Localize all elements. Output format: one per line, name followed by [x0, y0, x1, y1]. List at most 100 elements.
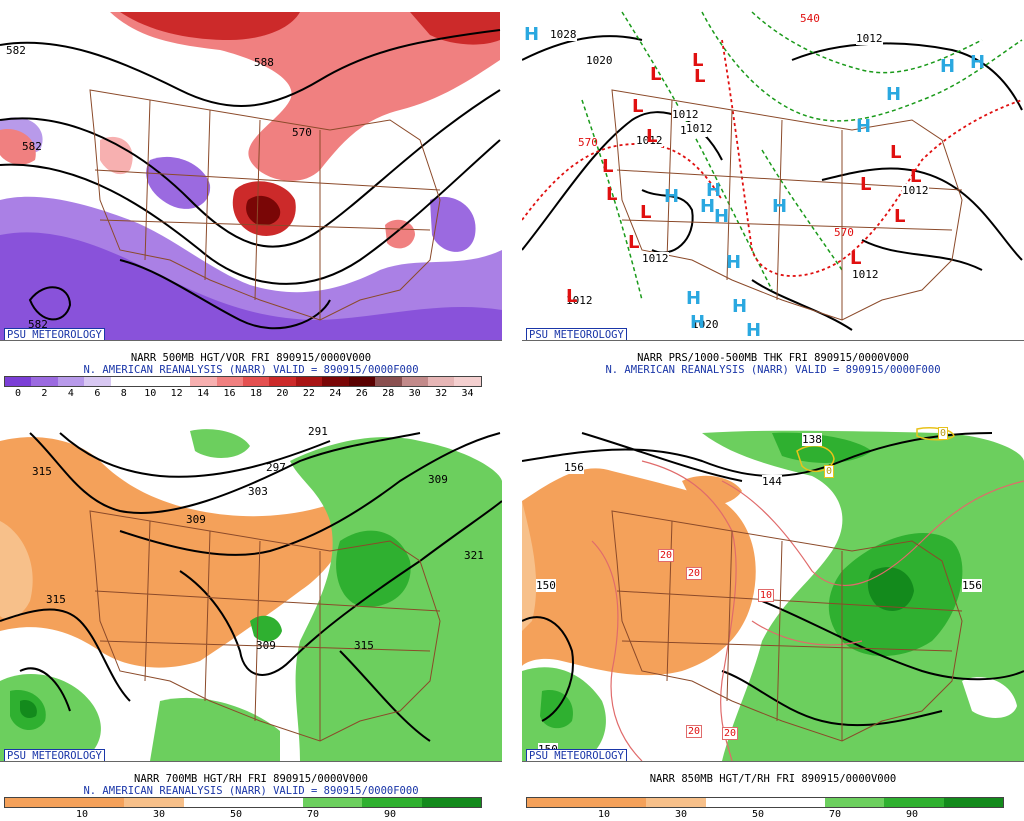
map-850mb: 156 150 150 144 138 156 20 20 10 20 20 0… — [522, 421, 1024, 762]
high-pressure-symbol: H — [686, 288, 702, 309]
colorbar-swatch — [216, 377, 243, 386]
contour-label: 20 — [658, 549, 675, 562]
contour-label: 20 — [686, 567, 703, 580]
high-pressure-symbol: H — [690, 312, 706, 333]
colorbar-swatch — [84, 377, 111, 386]
high-pressure-symbol: H — [700, 196, 716, 217]
contour-label: 0 — [824, 465, 835, 478]
high-pressure-symbol: H — [524, 24, 540, 45]
contour-label: 1028 — [550, 28, 577, 41]
high-pressure-symbol: H — [772, 196, 788, 217]
map-title: NARR 700MB HGT/RH FRI 890915/0000V000 — [134, 773, 368, 785]
colorbar-tick-label: 20 — [276, 388, 289, 399]
low-pressure-symbol: L — [628, 232, 640, 253]
colorbar-swatch — [57, 377, 85, 386]
colorbar-tick-label: 34 — [461, 388, 474, 399]
colorbar-swatch — [322, 377, 349, 386]
contour-label: 144 — [762, 475, 782, 488]
contour-label: 570 — [292, 126, 312, 139]
colorbar-swatch — [5, 377, 32, 386]
contour-label: 0 — [938, 427, 949, 440]
contour-label: 582 — [6, 44, 26, 57]
low-pressure-symbol: L — [890, 142, 902, 163]
high-pressure-symbol: H — [970, 52, 986, 73]
contour-label: 309 — [428, 473, 448, 486]
colorbar-swatch — [824, 798, 884, 807]
colorbar-swatch — [646, 798, 706, 807]
contour-label: 1012 — [686, 122, 713, 135]
low-pressure-symbol: L — [894, 206, 906, 227]
contour-label: 309 — [186, 513, 206, 526]
map-500mb: 582 588 570 582 582 PSU METEOROLOGY — [0, 0, 502, 341]
colorbar-tick-label: 14 — [197, 388, 210, 399]
map-thk-svg — [522, 0, 1024, 340]
colorbar-tick-label: 4 — [67, 388, 74, 399]
colorbar-swatch — [243, 798, 303, 807]
low-pressure-symbol: L — [692, 50, 704, 71]
contour-label: 1012 — [902, 184, 929, 197]
colorbar-swatch — [190, 377, 217, 386]
map-title: NARR 500MB HGT/VOR FRI 890915/0000V000 — [130, 352, 372, 364]
psu-meteorology-badge: PSU METEOROLOGY — [4, 328, 105, 340]
panel-pressure-thickness: 1028 1020 1012 1012 1012 1012 1012 1012 … — [522, 0, 1024, 398]
low-pressure-symbol: L — [646, 126, 658, 147]
colorbar-swatch — [586, 798, 646, 807]
high-pressure-symbol: H — [706, 180, 722, 201]
map-title: NARR 850MB HGT/T/RH FRI 890915/0000V000 — [649, 773, 897, 785]
map-title: NARR PRS/1000-500MB THK FRI 890915/0000V… — [637, 352, 909, 364]
contour-label: 315 — [32, 465, 52, 478]
colorbar-swatch — [110, 377, 138, 386]
colorbar-tick-label: 24 — [329, 388, 342, 399]
colorbar-tick-label: 70 — [828, 809, 842, 820]
map-subtitle: N. AMERICAN REANALYSIS (NARR) VALID = 89… — [83, 364, 419, 376]
colorbar-tick-label: 90 — [905, 809, 919, 820]
contour-label: 10 — [758, 589, 775, 602]
contour-label: 309 — [256, 639, 276, 652]
high-pressure-symbol: H — [726, 252, 742, 273]
high-pressure-symbol: H — [746, 320, 762, 341]
colorbar-swatch — [163, 377, 191, 386]
colorbar-tick-label: 0 — [14, 388, 22, 399]
contour-label: 1012 — [566, 294, 593, 307]
colorbar-tick-label: 10 — [144, 388, 157, 399]
high-pressure-symbol: H — [732, 296, 748, 317]
map-700mb-svg — [0, 421, 502, 761]
high-pressure-symbol: H — [664, 186, 680, 207]
low-pressure-symbol: L — [850, 248, 862, 269]
colorbar-swatch — [183, 798, 243, 807]
low-pressure-symbol: L — [632, 96, 644, 117]
colorbar-tick-label: 30 — [674, 809, 688, 820]
colorbar-swatch — [295, 377, 323, 386]
contour-label: 150 — [536, 579, 556, 592]
psu-meteorology-badge: PSU METEOROLOGY — [526, 749, 627, 761]
colorbar-tick-label: 28 — [382, 388, 395, 399]
low-pressure-symbol: L — [694, 66, 706, 87]
contour-label: 1012 — [642, 252, 669, 265]
colorbar-swatch — [137, 377, 164, 386]
colorbar-tick-label: 30 — [408, 388, 421, 399]
low-pressure-symbol: L — [650, 64, 662, 85]
panel-500mb-vorticity: 582 588 570 582 582 PSU METEOROLOGY NARR… — [0, 0, 502, 399]
colorbar-swatch — [943, 798, 1003, 807]
map-subtitle: N. AMERICAN REANALYSIS (NARR) VALID = 89… — [83, 785, 419, 797]
colorbar-tick-label: 10 — [75, 809, 89, 820]
low-pressure-symbol: L — [910, 166, 922, 187]
contour-label: 315 — [354, 639, 374, 652]
contour-label: 297 — [266, 461, 286, 474]
low-pressure-symbol: L — [566, 286, 578, 307]
contour-label: 588 — [254, 56, 274, 69]
colorbar-tick-label: 22 — [302, 388, 315, 399]
low-pressure-symbol: L — [640, 202, 652, 223]
contour-label: 582 — [28, 318, 48, 331]
contour-label: 321 — [464, 549, 484, 562]
map-pressure-thickness: 1028 1020 1012 1012 1012 1012 1012 1012 … — [522, 0, 1024, 341]
colorbar-tick-label: 50 — [229, 809, 243, 820]
colorbar-tick-label: 26 — [355, 388, 368, 399]
panel-850mb-t-rh: 156 150 150 144 138 156 20 20 10 20 20 0… — [522, 421, 1024, 820]
map-subtitle: N. AMERICAN REANALYSIS (NARR) VALID = 89… — [605, 364, 941, 376]
colorbar-swatch — [302, 798, 362, 807]
colorbar-swatch — [401, 377, 428, 386]
contour-label: 1012 — [636, 134, 663, 147]
map-700mb: 315 315 297 303 309 309 315 321 309 291 … — [0, 421, 502, 762]
contour-label: 138 — [802, 433, 822, 446]
